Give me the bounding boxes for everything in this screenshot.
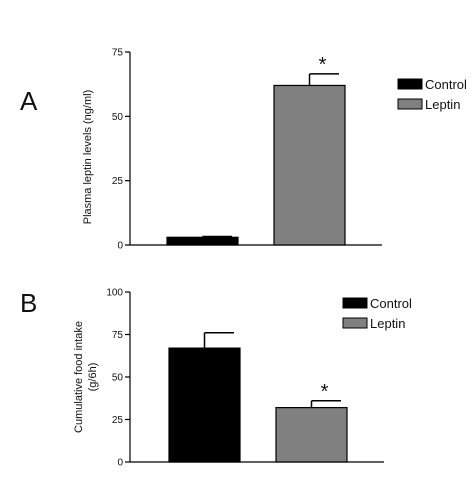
legend-label-control: Control — [370, 296, 412, 311]
legend-label-leptin: Leptin — [425, 97, 460, 112]
y-tick-label: 50 — [112, 112, 124, 123]
significance-marker: * — [319, 54, 327, 76]
y-tick-label: 75 — [112, 330, 124, 341]
y-tick-label: 100 — [106, 288, 123, 299]
bar-control — [166, 236, 239, 246]
panel-b: B 0 25 50 75 100 * Cumulative food intake (g… — [20, 288, 412, 469]
legend-label-leptin: Leptin — [370, 316, 405, 331]
bar-leptin — [273, 84, 346, 246]
y-tick-label: 25 — [112, 176, 124, 187]
legend-swatch-control — [342, 297, 368, 309]
panel-b-legend: Control Leptin — [342, 296, 412, 331]
panel-b-ylabel-line2: (g/6h) — [87, 363, 99, 392]
panel-a-legend: Control Leptin — [397, 77, 467, 112]
panel-a: A 0 25 50 75 * Plasma leptin levels (ng/ml)… — [20, 48, 467, 252]
legend-label-control: Control — [425, 77, 467, 92]
y-tick-label: 0 — [117, 458, 123, 469]
panel-a-letter: A — [20, 86, 38, 116]
significance-marker: * — [321, 381, 329, 403]
y-tick-label: 75 — [112, 48, 124, 59]
y-tick-label: 50 — [112, 373, 124, 384]
panel-a-ylabel: Plasma leptin levels (ng/ml) — [82, 90, 94, 225]
y-tick-label: 25 — [112, 415, 124, 426]
bar-control — [168, 347, 241, 463]
y-tick-label: 0 — [117, 241, 123, 252]
panel-b-letter: B — [20, 288, 37, 318]
panel-b-ylabel-line1: Cumulative food intake — [73, 321, 85, 433]
panel-b-bars: * — [168, 332, 348, 463]
legend-swatch-control — [397, 78, 423, 90]
legend-swatch-leptin — [342, 317, 368, 329]
bar-leptin — [275, 407, 348, 463]
legend-swatch-leptin — [397, 98, 423, 110]
panel-a-bars: * — [166, 54, 346, 246]
